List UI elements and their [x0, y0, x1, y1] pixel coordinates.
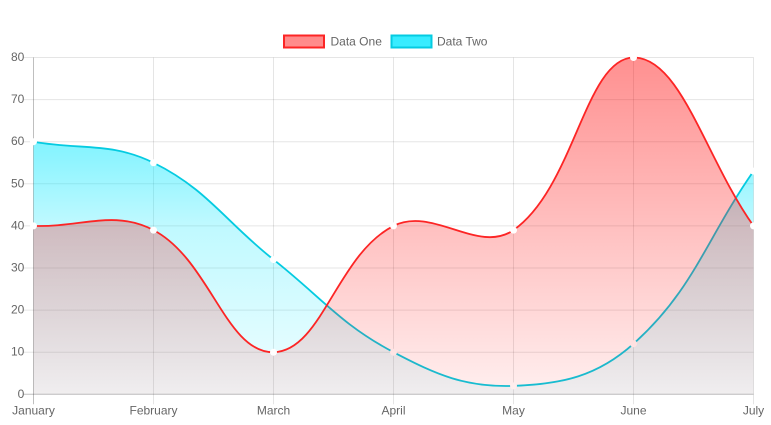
svg-text:10: 10 — [11, 345, 25, 359]
svg-text:April: April — [381, 403, 405, 417]
svg-text:February: February — [129, 403, 177, 417]
svg-text:30: 30 — [11, 261, 25, 275]
svg-text:40: 40 — [11, 218, 25, 232]
svg-text:May: May — [502, 403, 525, 417]
svg-text:March: March — [257, 403, 290, 417]
svg-text:60: 60 — [11, 134, 25, 148]
svg-text:July: July — [743, 403, 764, 417]
svg-text:80: 80 — [11, 50, 25, 64]
svg-text:50: 50 — [11, 176, 25, 190]
svg-text:70: 70 — [11, 92, 25, 106]
svg-text:January: January — [12, 403, 55, 417]
svg-text:0: 0 — [18, 387, 25, 401]
svg-text:June: June — [620, 403, 646, 417]
svg-text:Data One: Data One — [331, 35, 383, 49]
svg-text:Data Two: Data Two — [437, 35, 488, 49]
svg-text:20: 20 — [11, 303, 25, 317]
